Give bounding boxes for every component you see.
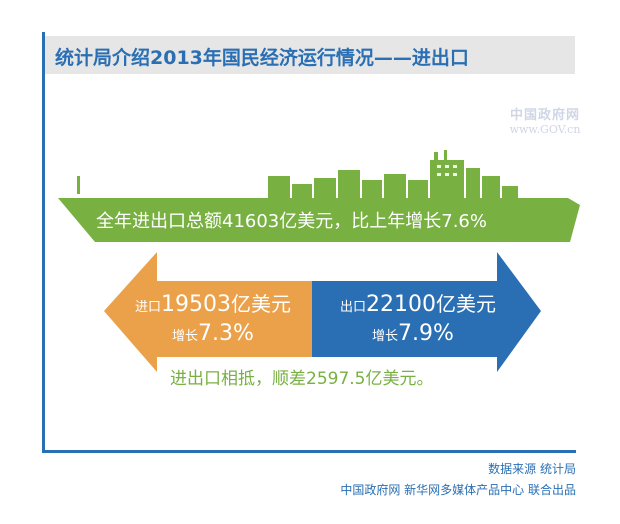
watermark-cn: 中国政府网 [509, 108, 580, 123]
ship-total-text: 全年进出口总额41603亿美元，比上年增长7.6% [96, 211, 487, 232]
export-amount: 出口22100亿美元 [340, 288, 496, 317]
import-growth-value: 7.3% [198, 321, 254, 346]
export-growth: 增长7.9% [372, 321, 454, 346]
export-prefix: 出口 [340, 300, 367, 315]
export-value: 22100 [366, 292, 437, 317]
title-bar: 统计局介绍2013年国民经济运行情况——进出口 [45, 36, 575, 74]
export-growth-value: 7.9% [398, 321, 454, 346]
import-growth-label: 增长 [172, 329, 199, 344]
export-growth-label: 增长 [372, 329, 399, 344]
import-growth: 增长7.3% [172, 321, 254, 346]
surplus-text: 进出口相抵，顺差2597.5亿美元。 [158, 362, 478, 396]
page-title: 统计局介绍2013年国民经济运行情况——进出口 [55, 47, 469, 69]
import-arrow [104, 252, 312, 372]
data-source: 数据来源 统计局 [488, 462, 576, 476]
credits: 中国政府网 新华网多媒体产品中心 联合出品 [340, 483, 576, 497]
export-arrow [312, 252, 541, 372]
import-value: 19503 [161, 292, 232, 317]
watermark: 中国政府网 www.GOV.cn [490, 104, 600, 136]
infographic-frame [42, 32, 576, 453]
import-unit: 亿美元 [231, 292, 292, 316]
export-unit: 亿美元 [436, 292, 497, 316]
import-amount: 进口19503亿美元 [135, 288, 291, 317]
import-prefix: 进口 [135, 300, 162, 315]
watermark-en: www.GOV.cn [509, 123, 581, 136]
